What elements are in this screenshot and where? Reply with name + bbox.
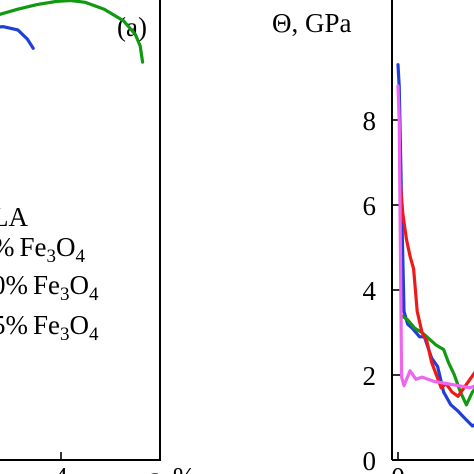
panel-a-series-green-line bbox=[0, 0, 145, 64]
legend-entry: %Fe3O4 bbox=[0, 232, 86, 267]
panel-b-series-pink-line bbox=[396, 84, 474, 390]
legend-subscript: 3 bbox=[47, 246, 57, 267]
panel-b-series-green-line bbox=[400, 313, 474, 407]
legend-subscript: 3 bbox=[60, 324, 70, 345]
panel-a-frame bbox=[0, 0, 161, 461]
y-tick-label: 8 bbox=[363, 106, 377, 136]
legend-text: 0% bbox=[0, 270, 28, 300]
legend-text: LA bbox=[0, 202, 28, 232]
panel-b-series-red-line bbox=[398, 182, 474, 398]
panel-a-x-tick-label: 4 bbox=[54, 462, 68, 474]
legend-text: O bbox=[56, 232, 76, 262]
legend-subscript: 4 bbox=[89, 324, 99, 345]
legend-subscript: 3 bbox=[60, 284, 70, 305]
y-tick-label: 2 bbox=[363, 361, 377, 391]
legend-text: Fe bbox=[33, 310, 60, 340]
legend-text: 5% bbox=[0, 310, 28, 340]
panel-a-series bbox=[0, 0, 145, 64]
y-tick-label: 0 bbox=[363, 446, 377, 474]
panel-a-x-axis-label: ε, % bbox=[148, 462, 195, 474]
legend-text: Fe bbox=[33, 270, 60, 300]
panel-b: Θ, GPa 0 2 4 6 8 0 bbox=[272, 0, 474, 474]
panel-a-label: (a) bbox=[117, 12, 147, 42]
legend-text: Fe bbox=[20, 232, 47, 262]
legend-entry: LA bbox=[0, 202, 28, 232]
legend-text: O bbox=[70, 270, 90, 300]
panel-a-legend: LA%Fe3O40%Fe3O45%Fe3O4 bbox=[0, 202, 99, 345]
legend-text: O bbox=[70, 310, 90, 340]
y-tick-label: 4 bbox=[363, 276, 377, 306]
legend-subscript: 4 bbox=[76, 246, 86, 267]
legend-subscript: 4 bbox=[89, 284, 99, 305]
legend-entry: 5%Fe3O4 bbox=[0, 310, 99, 345]
y-tick-label: 6 bbox=[363, 191, 377, 221]
panel-b-y-ticks: 0 2 4 6 8 bbox=[363, 106, 400, 474]
legend-text: % bbox=[0, 232, 15, 262]
panel-b-series bbox=[396, 63, 474, 428]
panel-a: 4 ε, % (a) LA%Fe3O40%Fe3O45%Fe3O4 bbox=[0, 0, 195, 474]
legend-entry: 0%Fe3O4 bbox=[0, 270, 99, 305]
panel-a-series-blue-line bbox=[0, 25, 35, 50]
panel-b-x-tick-label: 0 bbox=[391, 462, 405, 474]
panel-b-y-axis-label: Θ, GPa bbox=[272, 8, 352, 38]
